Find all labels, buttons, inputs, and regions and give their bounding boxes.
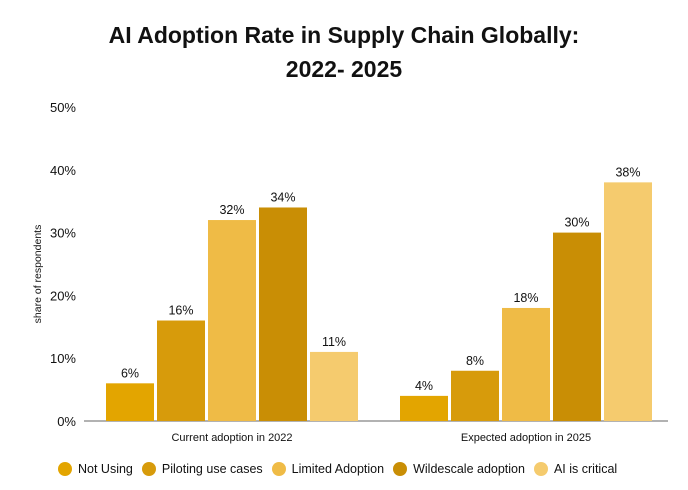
bar-ai-is-critical: [310, 351, 358, 421]
y-tick-label: 40%: [50, 163, 76, 178]
legend-item: Piloting use cases: [141, 462, 263, 476]
x-category-label: Current adoption in 2022: [171, 432, 292, 444]
legend-swatch: [533, 462, 548, 476]
bar-not-using: [400, 395, 448, 421]
legend-label: Wildescale adoption: [413, 462, 525, 476]
y-tick-label: 0%: [57, 414, 76, 429]
bar-data-label: 4%: [415, 379, 433, 393]
bar-data-label: 8%: [466, 354, 484, 368]
y-axis-label: share of respondents: [32, 225, 44, 324]
bar-wildescale-adoption: [259, 207, 307, 421]
chart-title-line1: AI Adoption Rate in Supply Chain Globall…: [108, 22, 580, 48]
bar-data-label: 38%: [615, 165, 640, 179]
legend-label: Not Using: [78, 462, 133, 476]
legend: Not Using Piloting use cases Limited Adopt…: [58, 462, 626, 476]
legend-item: Wildescale adoption: [393, 462, 525, 476]
bar-data-label: 34%: [270, 190, 295, 204]
y-tick-label: 50%: [50, 100, 76, 115]
bar-wildescale-adoption: [553, 232, 601, 421]
chart-title-line2: 2022- 2025: [285, 56, 403, 82]
x-category-label: Expected adoption in 2025: [461, 432, 591, 444]
legend-swatch: [271, 462, 286, 476]
bar-limited-adoption: [208, 220, 256, 421]
bar-data-label: 30%: [564, 216, 589, 230]
y-tick-label: 30%: [50, 226, 76, 241]
legend-item: Not Using: [58, 462, 133, 476]
legend-swatch: [58, 462, 72, 476]
legend-swatch: [393, 462, 408, 476]
bar-piloting-use-cases: [451, 370, 499, 421]
bar-limited-adoption: [502, 307, 550, 421]
legend-label: AI is critical: [553, 462, 618, 476]
bar-data-label: 11%: [322, 335, 346, 349]
legend-label: Limited Adoption: [291, 462, 385, 476]
y-tick-label: 10%: [50, 351, 76, 366]
legend-label: Piloting use cases: [161, 462, 263, 476]
legend-item: AI is critical: [533, 462, 618, 476]
y-tick-label: 20%: [50, 288, 76, 303]
legend-swatch: [141, 462, 156, 476]
bar-not-using: [106, 383, 154, 421]
legend-item: Limited Adoption: [271, 462, 385, 476]
bar-data-label: 16%: [168, 304, 193, 318]
bar-data-label: 6%: [121, 366, 139, 380]
bar-piloting-use-cases: [157, 320, 205, 421]
bar-data-label: 32%: [219, 203, 244, 217]
bar-data-label: 18%: [513, 291, 538, 305]
bar-ai-is-critical: [604, 182, 652, 421]
